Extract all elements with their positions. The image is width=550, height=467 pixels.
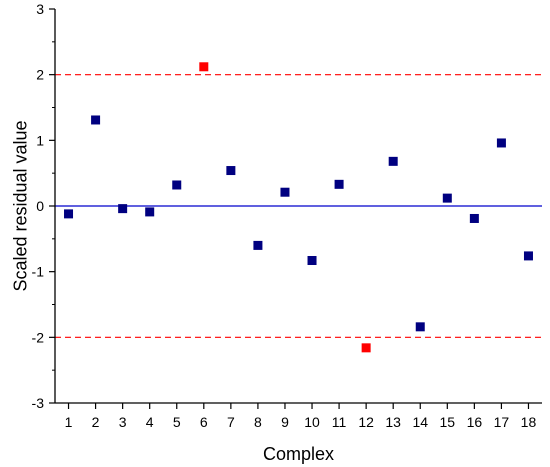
y-tick-label: 0 [36, 198, 44, 214]
data-point [388, 156, 398, 166]
x-tick-label: 5 [173, 414, 181, 430]
x-tick-label: 16 [467, 414, 483, 430]
data-point [118, 204, 128, 214]
y-tick-label: -3 [32, 395, 45, 411]
x-tick-label: 13 [385, 414, 401, 430]
y-tick-label: 1 [36, 132, 44, 148]
data-point [64, 209, 74, 219]
data-point [280, 187, 290, 197]
x-tick-label: 8 [254, 414, 262, 430]
x-tick-label: 11 [332, 414, 347, 430]
x-tick-label: 6 [200, 414, 208, 430]
x-tick-label: 7 [227, 414, 235, 430]
x-tick-label: 9 [281, 414, 289, 430]
data-point [496, 138, 506, 148]
x-tick-label: 14 [412, 414, 428, 430]
y-tick-label: 2 [36, 67, 44, 83]
x-tick-label: 3 [119, 414, 127, 430]
data-points [64, 62, 533, 353]
reference-lines [55, 74, 542, 338]
x-tick-label: 1 [65, 414, 73, 430]
data-point [253, 240, 263, 250]
data-point [172, 180, 182, 190]
data-point [523, 251, 533, 261]
y-tick-label: -2 [32, 329, 45, 345]
outlier-point [361, 343, 371, 353]
data-point [145, 207, 155, 217]
outlier-point [199, 62, 209, 72]
data-point [307, 256, 317, 266]
x-tick-label: 2 [92, 414, 100, 430]
y-tick-label: 3 [36, 1, 44, 17]
x-tick-label: 15 [440, 414, 456, 430]
x-tick-label: 12 [358, 414, 374, 430]
x-tick-label: 18 [521, 414, 537, 430]
x-axis-title: Complex [263, 444, 334, 464]
data-point [469, 213, 479, 223]
data-point [226, 166, 236, 176]
data-point [91, 115, 101, 125]
y-tick-label: -1 [32, 264, 45, 280]
y-axis-title: Scaled residual value [10, 120, 30, 291]
data-point [442, 193, 452, 203]
x-tick-label: 4 [146, 414, 154, 430]
data-point [415, 322, 425, 332]
x-tick-label: 17 [494, 414, 510, 430]
x-tick-label: 10 [304, 414, 320, 430]
data-point [334, 179, 344, 189]
